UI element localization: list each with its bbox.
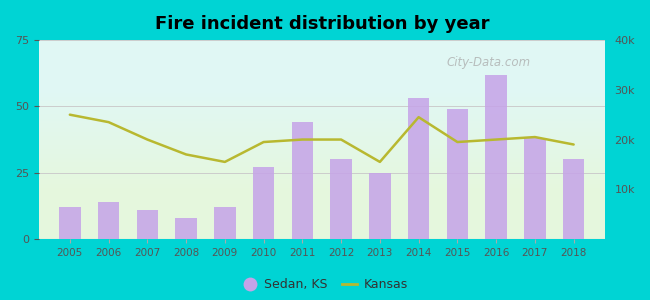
Bar [369, 173, 391, 239]
Bar [136, 210, 158, 239]
Legend: Sedan, KS, Kansas: Sedan, KS, Kansas [240, 276, 410, 294]
Title: Fire incident distribution by year: Fire incident distribution by year [155, 15, 489, 33]
Bar [98, 202, 119, 239]
Text: City-Data.com: City-Data.com [447, 56, 530, 69]
Bar [408, 98, 429, 239]
Bar [525, 138, 545, 239]
Bar [330, 159, 352, 239]
Bar [59, 207, 81, 239]
Bar [292, 122, 313, 239]
Bar [214, 207, 235, 239]
Bar [486, 75, 507, 239]
Bar [447, 109, 468, 239]
Bar [176, 218, 197, 239]
Bar [253, 167, 274, 239]
Bar [563, 159, 584, 239]
